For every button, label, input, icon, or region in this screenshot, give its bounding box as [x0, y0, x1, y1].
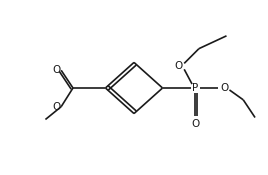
Text: O: O [52, 65, 60, 75]
Text: O: O [191, 119, 199, 129]
Text: O: O [52, 102, 60, 112]
Text: P: P [192, 83, 198, 93]
Text: O: O [174, 61, 183, 71]
Text: O: O [220, 83, 229, 93]
